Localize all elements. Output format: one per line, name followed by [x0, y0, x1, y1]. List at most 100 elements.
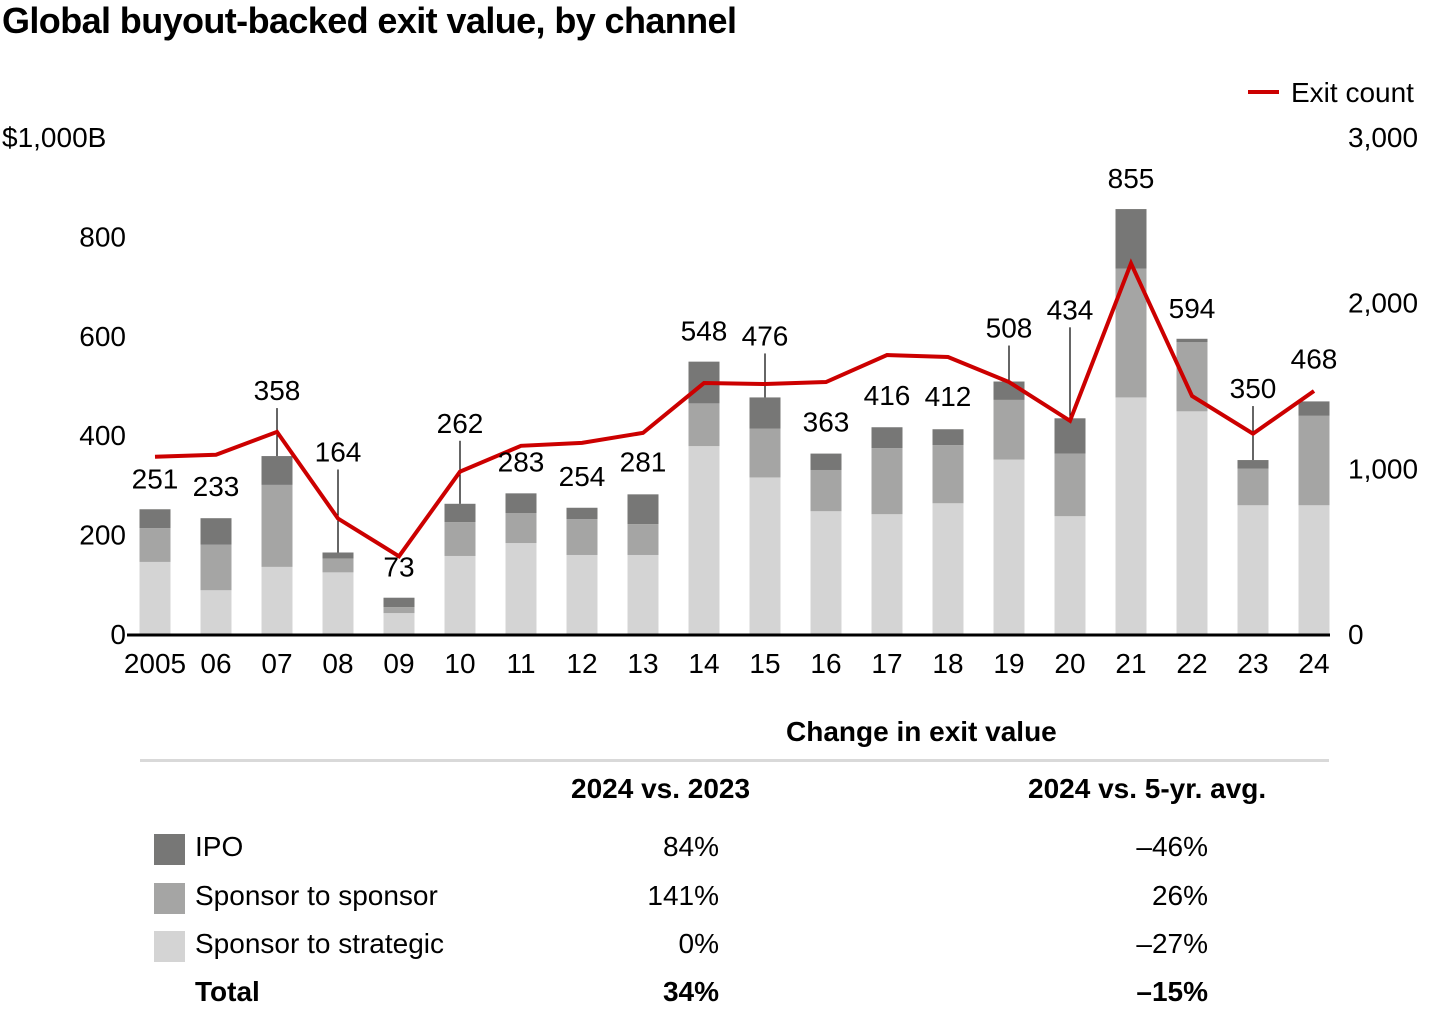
total-value-label: 416: [864, 380, 911, 411]
total-value-label: 262: [437, 408, 484, 439]
bar-segment-sponsor-to-sponsor: [628, 524, 659, 555]
row-label: IPO: [195, 831, 243, 863]
x-tick-label: 09: [383, 648, 414, 679]
bar-segment-sponsor-to-strategic: [140, 562, 171, 634]
legend-exit-count-label: Exit count: [1291, 77, 1414, 108]
x-tick-label: 14: [688, 648, 719, 679]
bar-stack: [445, 504, 476, 634]
row-value-vs-2023: 34%: [663, 976, 719, 1008]
total-value-label: 350: [1230, 373, 1277, 404]
total-value-label: 251: [132, 463, 179, 494]
bar-stack: [1177, 339, 1208, 634]
bar-segment-sponsor-to-sponsor: [689, 403, 720, 446]
bar-segment-sponsor-to-strategic: [323, 572, 354, 634]
bar-segment-ipo: [323, 552, 354, 558]
x-tick-label: 10: [444, 648, 475, 679]
x-tick-label: 08: [322, 648, 353, 679]
row-value-vs-5yr-avg: 26%: [1152, 880, 1208, 912]
bar-segment-sponsor-to-sponsor: [262, 485, 293, 567]
x-tick-label: 12: [566, 648, 597, 679]
bar-segment-ipo: [445, 504, 476, 522]
table-divider: [140, 759, 1329, 762]
bar-segment-sponsor-to-strategic: [933, 503, 964, 634]
bar-segment-ipo: [1299, 401, 1330, 415]
x-tick-label: 16: [810, 648, 841, 679]
bar-segment-sponsor-to-sponsor: [1238, 468, 1269, 505]
bar-segment-sponsor-to-strategic: [1299, 505, 1330, 634]
bar-stack: [262, 456, 293, 634]
table-row-total: Total 34% –15%: [0, 976, 1441, 1016]
bar-segment-sponsor-to-strategic: [445, 556, 476, 634]
bar-segment-sponsor-to-sponsor: [384, 607, 415, 613]
bar-segment-ipo: [1055, 418, 1086, 453]
left-tick-label: 800: [79, 221, 126, 252]
bar-segment-sponsor-to-strategic: [1238, 505, 1269, 634]
total-value-label: 254: [559, 461, 606, 492]
table-title: Change in exit value: [786, 716, 1057, 748]
bar-segment-sponsor-to-sponsor: [933, 445, 964, 503]
x-tick-label: 17: [871, 648, 902, 679]
row-value-vs-5yr-avg: –46%: [1136, 831, 1208, 863]
bar-segment-ipo: [872, 427, 903, 448]
row-label: Total: [195, 976, 260, 1008]
bar-stack: [323, 552, 354, 634]
bar-segment-ipo: [933, 429, 964, 445]
row-value-vs-2023: 141%: [647, 880, 719, 912]
bar-segment-sponsor-to-strategic: [201, 590, 232, 634]
bar-segment-sponsor-to-sponsor: [872, 448, 903, 514]
x-tick-label: 11: [506, 648, 535, 679]
x-tick-label: 2005: [124, 648, 186, 679]
table-row-ipo: IPO 84% –46%: [0, 831, 1441, 871]
bar-segment-ipo: [1177, 339, 1208, 342]
x-tick-label: 22: [1176, 648, 1207, 679]
bar-segment-sponsor-to-strategic: [384, 613, 415, 634]
x-tick-label: 15: [749, 648, 780, 679]
bar-stack: [933, 429, 964, 634]
row-value-vs-5yr-avg: –15%: [1136, 976, 1208, 1008]
x-tick-label: 20: [1054, 648, 1085, 679]
bar-segment-ipo: [384, 598, 415, 607]
bar-segment-ipo: [567, 508, 598, 519]
bar-stack: [201, 518, 232, 634]
bar-stack: [811, 454, 842, 634]
bar-segment-sponsor-to-sponsor: [323, 558, 354, 572]
bars: [140, 209, 1330, 634]
bar-segment-sponsor-to-strategic: [689, 446, 720, 634]
bar-segment-sponsor-to-sponsor: [506, 513, 537, 543]
bar-stack: [567, 508, 598, 634]
total-value-label: 281: [620, 446, 667, 477]
x-tick-label: 13: [627, 648, 658, 679]
bar-segment-ipo: [750, 397, 781, 428]
x-tick-label: 21: [1115, 648, 1146, 679]
bar-segment-ipo: [262, 456, 293, 485]
total-value-label: 468: [1291, 343, 1338, 374]
bar-stack: [1238, 460, 1269, 634]
bar-stack: [689, 362, 720, 634]
bar-segment-ipo: [506, 493, 537, 513]
bar-segment-sponsor-to-strategic: [872, 514, 903, 634]
bar-stack: [384, 598, 415, 634]
bar-stack: [1299, 401, 1330, 634]
legend: Exit count: [1248, 77, 1414, 108]
bar-segment-sponsor-to-strategic: [994, 460, 1025, 634]
bar-stack: [1116, 209, 1147, 634]
total-value-label: 476: [742, 320, 789, 351]
bar-stack: [628, 494, 659, 634]
bar-segment-sponsor-to-sponsor: [1055, 454, 1086, 517]
x-tick-label: 19: [993, 648, 1024, 679]
left-tick-label: 400: [79, 420, 126, 451]
total-value-label: 363: [803, 407, 850, 438]
left-tick-label: $1,000B: [2, 122, 106, 153]
bar-segment-ipo: [811, 454, 842, 470]
table-row-sponsor-to-strategic: Sponsor to strategic 0% –27%: [0, 928, 1441, 968]
bar-segment-sponsor-to-strategic: [262, 567, 293, 634]
row-value-vs-5yr-avg: –27%: [1136, 928, 1208, 960]
bar-stack: [1055, 418, 1086, 634]
bar-stack: [994, 382, 1025, 634]
x-tick-label: 06: [200, 648, 231, 679]
bar-segment-ipo: [1238, 460, 1269, 468]
left-tick-label: 0: [110, 619, 126, 650]
